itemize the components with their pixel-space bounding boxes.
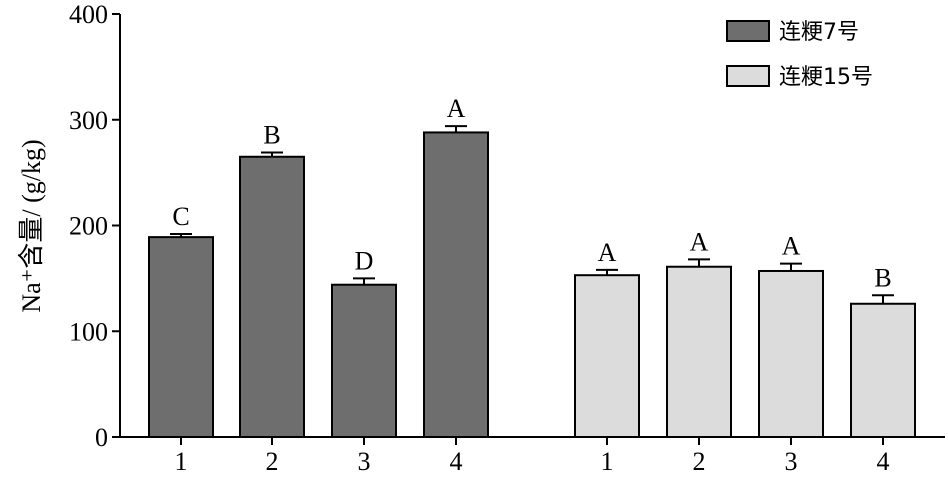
bar (148, 236, 214, 438)
x-tick-label: 1 (601, 447, 614, 476)
significance-label: D (355, 246, 374, 275)
legend-label: 连粳7号 (779, 20, 859, 45)
bars-layer: C B D A A A A B (148, 94, 916, 439)
bar (574, 274, 640, 439)
significance-label: B (263, 121, 280, 150)
x-tick-label: 3 (358, 447, 371, 476)
error-bar (170, 232, 192, 238)
significance-label: B (874, 263, 891, 292)
y-tick-label: 0 (95, 423, 108, 452)
bar (239, 155, 305, 438)
legend-label: 连粳15号 (779, 65, 873, 90)
y-tick-label: 200 (69, 212, 108, 241)
y-axis: 0 100 200 300 400 (69, 0, 121, 452)
legend-swatch (726, 20, 770, 42)
x-tick-label: 4 (877, 447, 890, 476)
x-tick-label: 2 (693, 447, 706, 476)
legend-swatch (726, 65, 770, 87)
x-tick-label: 2 (266, 447, 279, 476)
y-tick-label: 400 (69, 0, 108, 29)
x-tick-label: 4 (450, 447, 463, 476)
x-tick-label: 3 (785, 447, 798, 476)
significance-label: A (782, 232, 801, 261)
error-bar (780, 262, 802, 271)
x-axis: 1 2 3 4 1 2 3 4 (120, 436, 945, 476)
x-tick-label: 1 (175, 447, 188, 476)
error-bar (445, 125, 467, 133)
bar (758, 269, 824, 438)
y-tick-label: 100 (69, 317, 108, 346)
bar (423, 131, 489, 438)
significance-label: A (447, 94, 466, 123)
error-bar (353, 277, 375, 285)
significance-label: A (690, 227, 709, 256)
significance-label: A (598, 238, 617, 267)
legend-item: 连粳7号 (726, 20, 859, 45)
y-axis-label: Na⁺含量/ (g/kg) (17, 139, 46, 312)
error-bar (596, 268, 618, 276)
legend-item: 连粳15号 (726, 65, 873, 90)
bar (666, 265, 732, 438)
bar (850, 302, 916, 438)
error-bar (261, 151, 283, 157)
significance-label: C (172, 202, 189, 231)
error-bar (872, 294, 894, 304)
bar (331, 283, 397, 438)
error-bar (688, 258, 710, 267)
y-tick-label: 300 (69, 106, 108, 135)
